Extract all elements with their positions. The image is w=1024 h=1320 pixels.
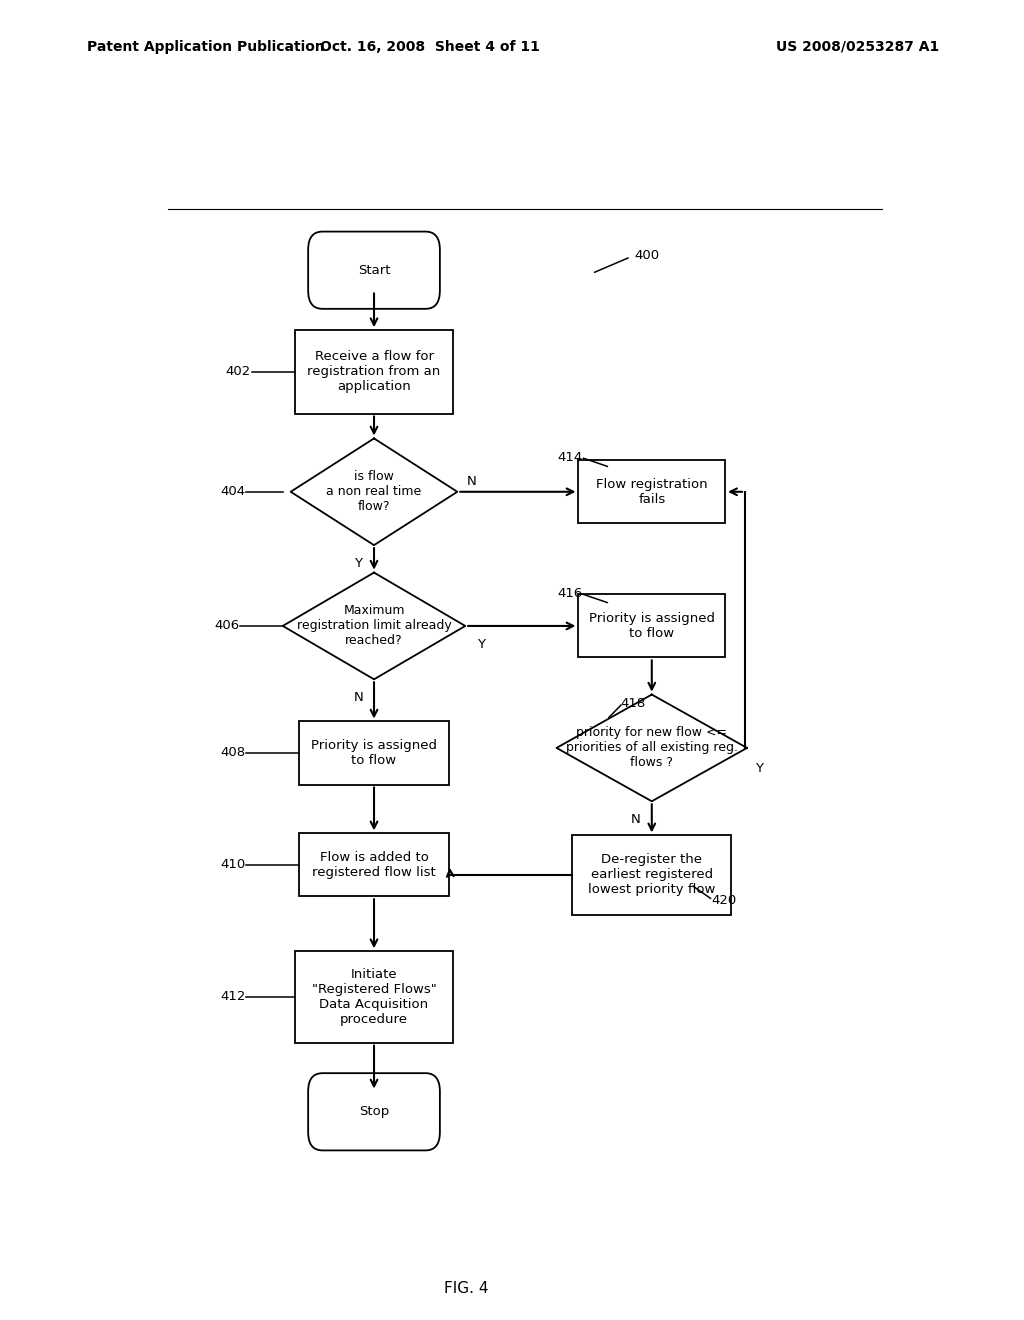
FancyBboxPatch shape <box>295 952 454 1043</box>
FancyBboxPatch shape <box>295 330 454 413</box>
Text: De-register the
earliest registered
lowest priority flow: De-register the earliest registered lowe… <box>588 854 716 896</box>
Text: N: N <box>353 692 364 704</box>
Text: Priority is assigned
to flow: Priority is assigned to flow <box>311 739 437 767</box>
Text: Y: Y <box>354 557 362 570</box>
Text: priority for new flow <=
priorities of all existing reg.
flows ?: priority for new flow <= priorities of a… <box>566 726 737 770</box>
Text: 402: 402 <box>225 366 251 379</box>
Text: 416: 416 <box>557 587 583 599</box>
Text: N: N <box>631 813 641 826</box>
FancyBboxPatch shape <box>308 1073 440 1151</box>
FancyBboxPatch shape <box>299 722 450 784</box>
Text: Patent Application Publication: Patent Application Publication <box>87 40 325 54</box>
Text: FIG. 4: FIG. 4 <box>443 1280 488 1296</box>
Text: Maximum
registration limit already
reached?: Maximum registration limit already reach… <box>297 605 452 647</box>
Text: N: N <box>467 475 476 488</box>
Text: Stop: Stop <box>358 1105 389 1118</box>
Text: Initiate
"Registered Flows"
Data Acquisition
procedure: Initiate "Registered Flows" Data Acquisi… <box>311 968 436 1026</box>
Text: US 2008/0253287 A1: US 2008/0253287 A1 <box>776 40 939 54</box>
FancyBboxPatch shape <box>572 836 731 915</box>
Text: Y: Y <box>477 638 485 651</box>
Text: 414: 414 <box>557 450 583 463</box>
Text: Flow is added to
registered flow list: Flow is added to registered flow list <box>312 851 436 879</box>
Text: 408: 408 <box>220 747 246 759</box>
Text: 420: 420 <box>712 894 736 907</box>
Text: Flow registration
fails: Flow registration fails <box>596 478 708 506</box>
Text: Priority is assigned
to flow: Priority is assigned to flow <box>589 612 715 640</box>
Text: 410: 410 <box>220 858 246 871</box>
FancyBboxPatch shape <box>299 833 450 896</box>
Text: Receive a flow for
registration from an
application: Receive a flow for registration from an … <box>307 350 440 393</box>
Text: 406: 406 <box>214 619 240 632</box>
Text: Start: Start <box>357 264 390 277</box>
FancyBboxPatch shape <box>579 461 725 523</box>
Text: Y: Y <box>755 762 763 775</box>
Text: 404: 404 <box>220 486 246 498</box>
FancyBboxPatch shape <box>579 594 725 657</box>
Text: Oct. 16, 2008  Sheet 4 of 11: Oct. 16, 2008 Sheet 4 of 11 <box>321 40 540 54</box>
Text: 400: 400 <box>634 249 659 263</box>
Text: 418: 418 <box>620 697 645 710</box>
Text: 412: 412 <box>220 990 246 1003</box>
Text: is flow
a non real time
flow?: is flow a non real time flow? <box>327 470 422 513</box>
FancyBboxPatch shape <box>308 231 440 309</box>
